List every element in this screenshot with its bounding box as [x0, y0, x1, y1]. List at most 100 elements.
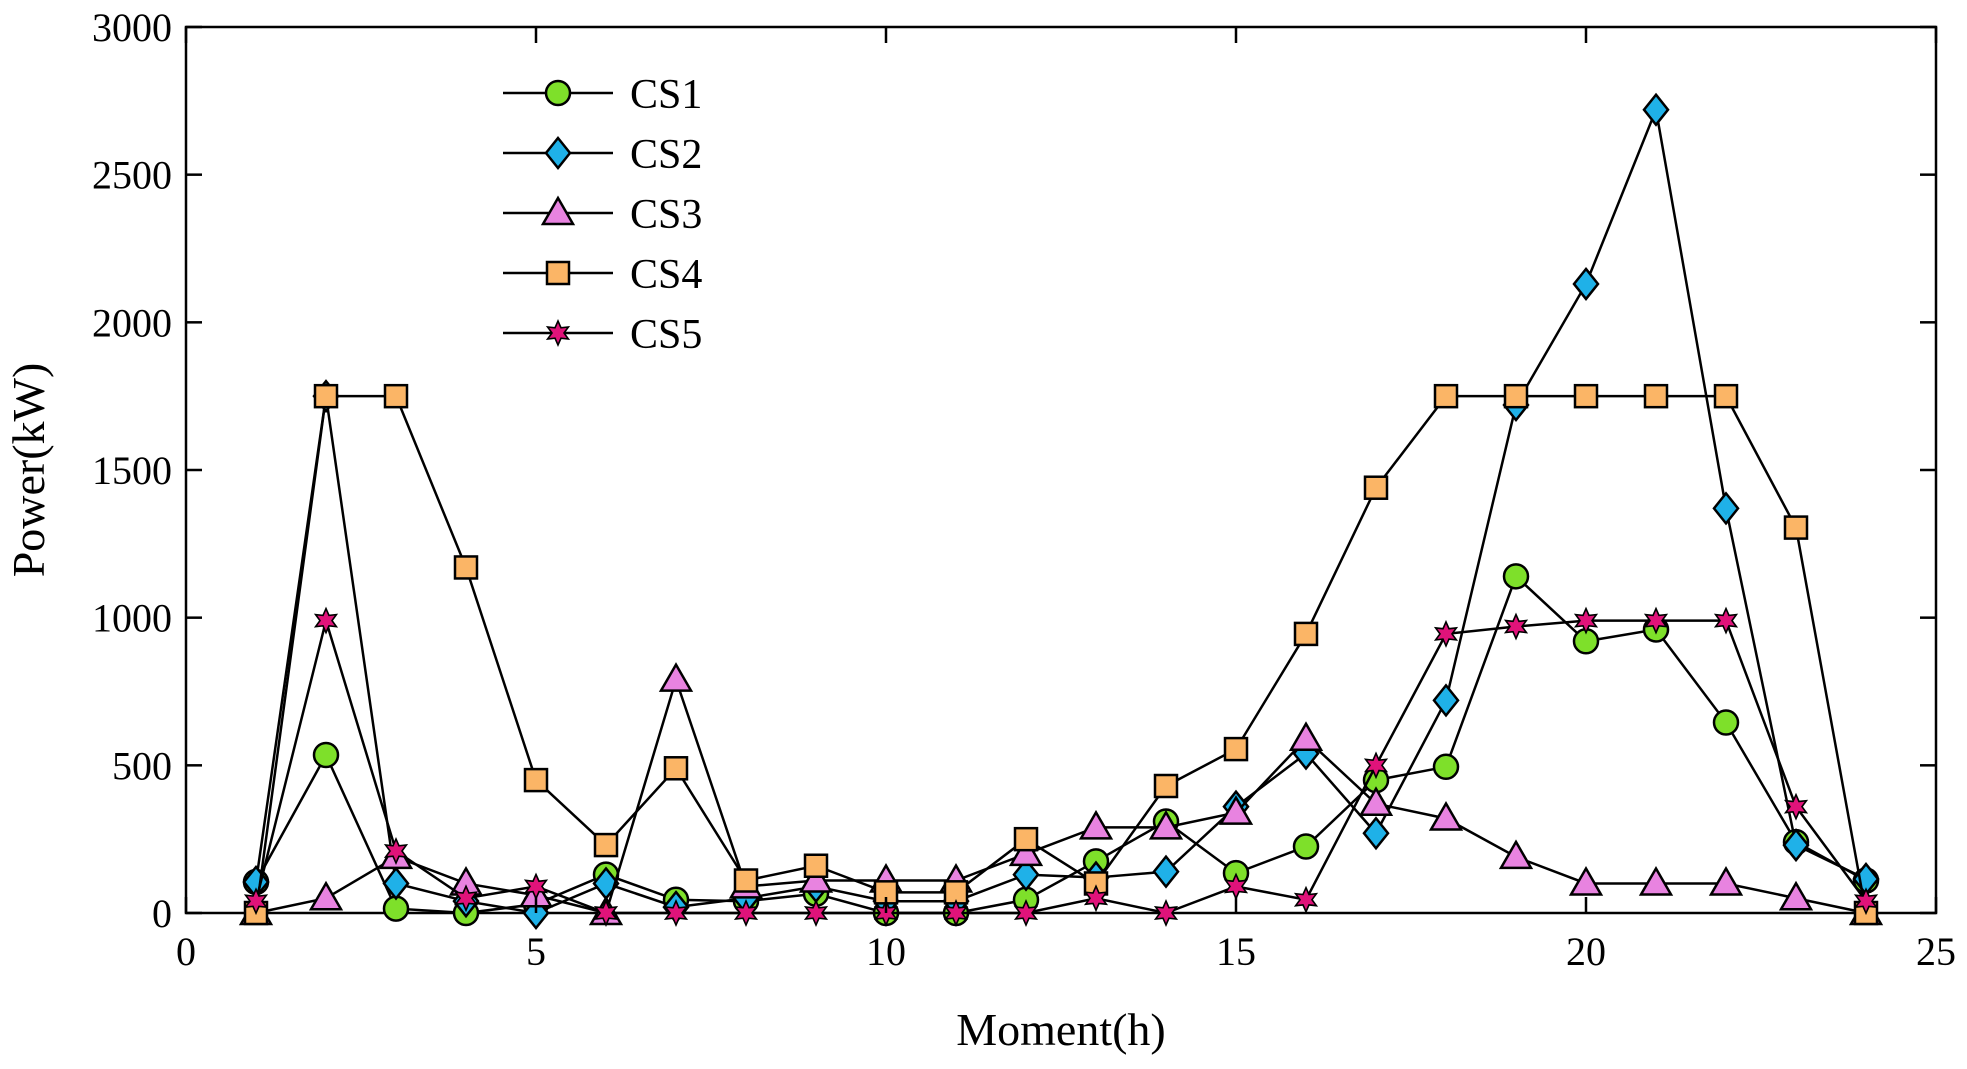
- y-tick-label: 2500: [92, 153, 172, 198]
- legend-item-cs2: CS2: [503, 132, 702, 178]
- data-point-cs1: [1432, 753, 1460, 781]
- data-point-cs5: [1503, 612, 1529, 641]
- x-tick-label: 15: [1216, 929, 1256, 974]
- data-point-cs2: [1362, 816, 1390, 851]
- data-point-cs3: [1428, 800, 1464, 831]
- x-axis-label: Moment(h): [956, 1004, 1166, 1055]
- data-point-cs5: [1013, 899, 1039, 927]
- data-point-cs3: [1288, 721, 1324, 752]
- legend-item-cs1: CS1: [503, 72, 702, 118]
- legend-label: CS5: [630, 312, 702, 358]
- x-tick-label: 20: [1566, 929, 1606, 974]
- data-point-cs4: [803, 853, 829, 878]
- data-point-cs5: [1573, 606, 1599, 635]
- legend: CS1 CS2 CS3 CS4 CS5: [503, 72, 702, 358]
- data-point-cs5: [243, 887, 269, 916]
- data-point-cs5: [1433, 619, 1459, 648]
- data-point-cs5: [733, 899, 759, 927]
- data-point-cs3: [1708, 865, 1744, 896]
- series-cs5: [243, 606, 1879, 927]
- legend-marker-cs5: [545, 319, 571, 347]
- data-point-cs3: [1078, 809, 1114, 840]
- data-point-cs5: [803, 899, 829, 927]
- data-point-cs5: [663, 899, 689, 927]
- data-point-cs5: [1853, 887, 1879, 916]
- data-point-cs2: [1012, 857, 1040, 892]
- data-point-cs5: [1363, 751, 1389, 780]
- data-point-cs4: [1643, 383, 1669, 409]
- data-point-cs5: [593, 899, 619, 927]
- data-point-cs2: [1712, 491, 1740, 526]
- tick-layer: 0 5 10 15 20 25 0 500 1000 1500 2000 2500 3000: [92, 5, 1956, 974]
- data-point-cs4: [1363, 475, 1389, 500]
- legend-item-cs3: CS3: [503, 192, 702, 238]
- data-point-cs5: [1713, 606, 1739, 635]
- legend-marker-cs4: [545, 260, 571, 286]
- data-point-cs2: [1152, 854, 1180, 889]
- legend-marker-cs1: [544, 79, 572, 107]
- y-tick-label: 0: [152, 891, 172, 936]
- data-point-cs3: [1498, 839, 1534, 870]
- data-point-cs3: [658, 662, 694, 692]
- data-point-cs4: [1223, 736, 1249, 762]
- data-point-cs4: [453, 555, 479, 580]
- data-point-cs3: [1008, 836, 1044, 867]
- data-point-cs5: [1153, 899, 1179, 927]
- data-point-cs2: [1432, 683, 1460, 718]
- x-tick-label: 5: [526, 929, 546, 974]
- data-point-cs3: [1778, 880, 1814, 911]
- y-axis-label: Power(kW): [3, 363, 54, 578]
- data-point-cs3: [1358, 786, 1394, 816]
- data-point-cs4: [1503, 383, 1529, 409]
- data-point-cs4: [663, 756, 689, 781]
- data-point-cs3: [1218, 795, 1254, 825]
- plot-area: [184, 25, 1938, 915]
- data-point-cs2: [1642, 92, 1670, 127]
- x-tick-label: 10: [866, 929, 906, 974]
- series-cs4: [243, 383, 1879, 926]
- data-point-cs2: [382, 866, 410, 901]
- data-point-cs5: [1783, 792, 1809, 821]
- data-point-cs4: [1713, 383, 1739, 409]
- data-point-cs4: [313, 383, 339, 409]
- series-layer: [238, 92, 1884, 931]
- data-point-cs5: [383, 836, 409, 865]
- data-point-cs2: [1782, 828, 1810, 863]
- data-point-cs5: [1643, 606, 1669, 635]
- data-point-cs1: [1712, 709, 1740, 736]
- data-point-cs3: [798, 863, 834, 893]
- data-point-cs3: [1638, 865, 1674, 896]
- legend-item-cs4: CS4: [503, 252, 702, 298]
- legend-label: CS2: [630, 132, 702, 178]
- data-point-cs4: [1433, 383, 1459, 409]
- x-tick-label: 0: [176, 929, 196, 974]
- data-point-cs4: [523, 767, 549, 793]
- data-point-cs5: [943, 899, 969, 927]
- data-point-cs5: [1293, 885, 1319, 914]
- legend-label: CS4: [630, 252, 702, 298]
- y-tick-label: 500: [112, 743, 172, 788]
- data-point-cs4: [733, 868, 759, 893]
- data-point-cs5: [313, 606, 339, 635]
- series-line-cs5: [254, 615, 1868, 915]
- y-tick-label: 1000: [92, 596, 172, 641]
- data-point-cs1: [1292, 833, 1320, 860]
- data-point-cs4: [383, 383, 409, 409]
- data-point-cs3: [1568, 865, 1604, 896]
- data-point-cs5: [453, 884, 479, 913]
- data-point-cs4: [1153, 773, 1179, 799]
- legend-label: CS3: [630, 192, 702, 238]
- data-point-cs3: [1148, 809, 1184, 840]
- data-point-cs3: [308, 880, 344, 911]
- data-point-cs1: [1502, 563, 1530, 590]
- legend-marker-cs3: [540, 195, 576, 226]
- y-tick-label: 1500: [92, 448, 172, 493]
- legend-item-cs5: CS5: [503, 312, 702, 358]
- data-point-cs4: [593, 832, 619, 858]
- data-point-cs5: [1083, 884, 1109, 913]
- data-point-cs4: [1013, 826, 1039, 852]
- data-point-cs1: [312, 741, 340, 769]
- data-point-cs4: [1573, 383, 1599, 409]
- data-point-cs4: [1783, 515, 1809, 540]
